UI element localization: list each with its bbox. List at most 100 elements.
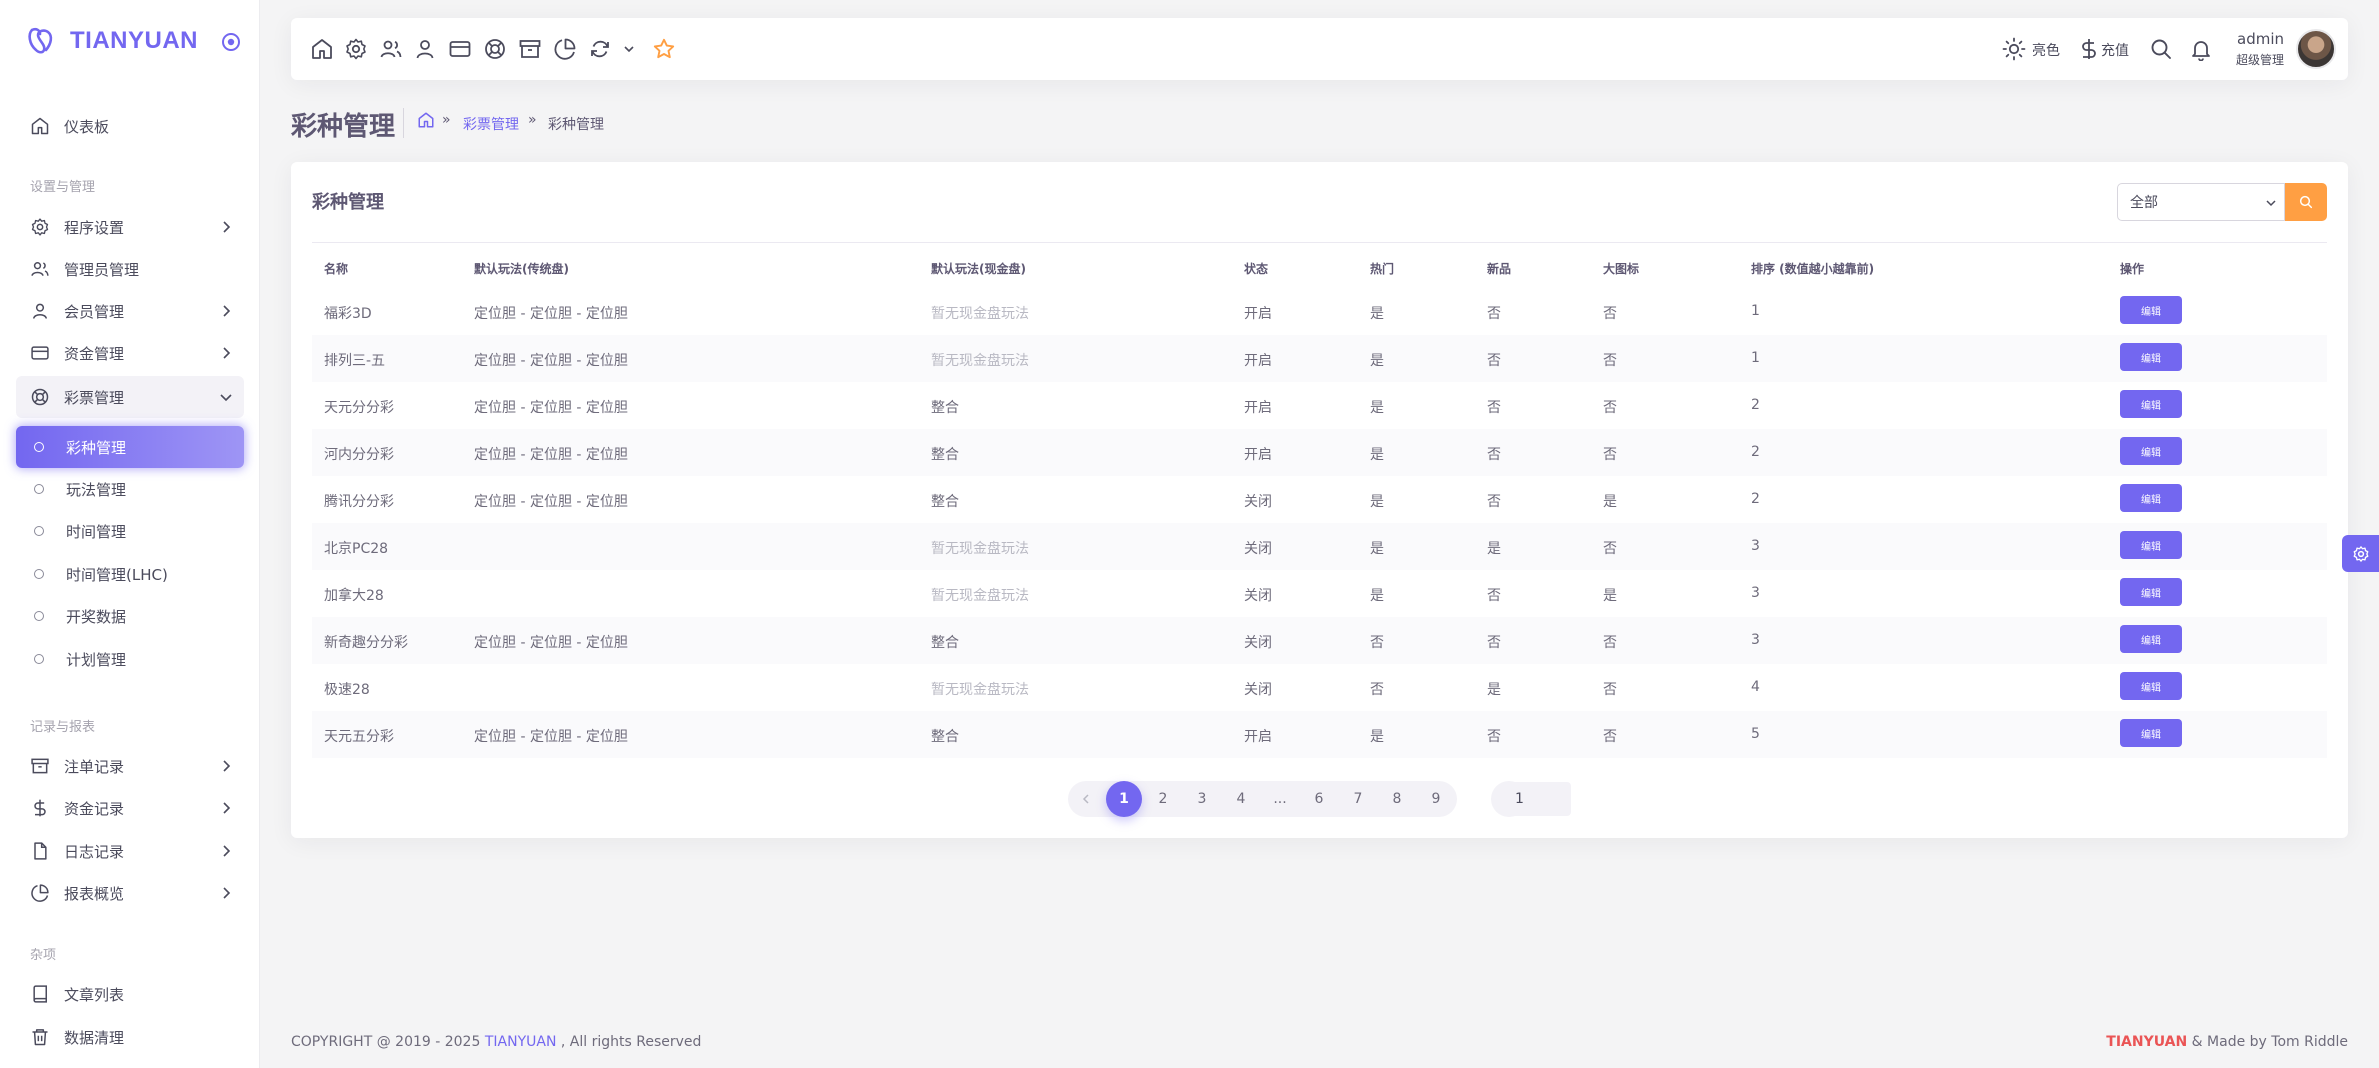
edit-button[interactable]: 编辑 [2120,672,2182,700]
sidebar-item-finance-management[interactable]: 资金管理 [16,332,244,374]
archive-icon[interactable] [518,37,542,61]
sidebar-subitem-time-management-lhc[interactable]: 时间管理(LHC) [16,553,244,595]
home-icon[interactable] [310,37,334,61]
bell-icon[interactable] [2189,37,2213,61]
pagination-page[interactable]: 4 [1236,791,1246,807]
search-button[interactable] [2285,183,2327,221]
star-icon[interactable] [652,37,676,61]
pagination-page[interactable]: 9 [1431,791,1441,807]
cell-new: 否 [1487,306,1501,322]
cell-status: 关闭 [1244,635,1272,651]
cell-cash-play: 整合 [931,447,959,463]
dollar-icon[interactable] [2077,37,2101,61]
sidebar-item-label: 报表概览 [64,884,125,903]
users-icon[interactable] [379,37,403,61]
pagination-page[interactable]: 8 [1392,791,1402,807]
sun-icon[interactable] [2002,37,2026,61]
sidebar-item-label: 日志记录 [64,842,125,861]
sidebar-item-article-list[interactable]: 文章列表 [16,973,244,1015]
search-icon[interactable] [2149,37,2173,61]
pie-chart-icon[interactable] [553,37,577,61]
avatar[interactable] [2296,29,2336,69]
cell-sort: 2 [1751,444,1760,460]
edit-button[interactable]: 编辑 [2120,296,2182,324]
sidebar-item-dashboard[interactable]: 仪表板 [16,105,244,147]
sidebar-subitem-time-management[interactable]: 时间管理 [16,510,244,552]
page-jump-input[interactable] [1505,782,1571,816]
brand[interactable]: TIANYUAN [26,24,246,58]
sidebar-item-admin-management[interactable]: 管理员管理 [16,248,244,290]
edit-button[interactable]: 编辑 [2120,625,2182,653]
lifebuoy-icon[interactable] [483,37,507,61]
sidebar-item-program-settings[interactable]: 程序设置 [16,206,244,248]
cell-name: 排列三-五 [324,353,386,369]
sidebar-item-report-overview[interactable]: 报表概览 [16,872,244,914]
sidebar-item-log-records[interactable]: 日志记录 [16,830,244,872]
chevron-right-icon [223,887,231,899]
chevron-left-icon [1082,794,1089,804]
user-icon[interactable] [413,37,437,61]
filter-select[interactable]: 全部 [2117,183,2285,221]
pagination-page[interactable]: 1 [1106,781,1142,817]
sidebar-subitem-play-management[interactable]: 玩法管理 [16,468,244,510]
column-header[interactable]: 状态 [1244,262,1269,276]
sidebar-item-member-management[interactable]: 会员管理 [16,290,244,332]
cell-status: 关闭 [1244,541,1272,557]
sidebar-item-label: 数据清理 [64,1028,125,1047]
edit-button[interactable]: 编辑 [2120,719,2182,747]
cell-traditional-play: 定位胆 - 定位胆 - 定位胆 [474,635,628,651]
pagination-page[interactable]: 6 [1314,791,1324,807]
column-header[interactable]: 排序 (数值越小越靠前) [1751,262,1875,276]
credit-card-icon[interactable] [448,37,472,61]
sidebar-item-label: 资金管理 [64,344,125,363]
column-header[interactable]: 默认玩法(传统盘) [474,262,569,276]
sidebar-item-lottery-management[interactable]: 彩票管理 [16,376,244,418]
column-header[interactable]: 热门 [1370,262,1395,276]
refresh-icon[interactable] [588,37,612,61]
circle-icon [34,484,44,494]
pagination-page[interactable]: 7 [1353,791,1363,807]
recharge-label[interactable]: 充值 [2101,43,2129,59]
table-row: 天元分分彩 定位胆 - 定位胆 - 定位胆 整合 开启 是 否 否 2 编辑 [312,382,2327,429]
cell-hot: 是 [1370,447,1384,463]
edit-button[interactable]: 编辑 [2120,437,2182,465]
page-title: 彩种管理 [291,112,396,142]
sidebar-item-data-cleanup[interactable]: 数据清理 [16,1016,244,1058]
edit-button[interactable]: 编辑 [2120,578,2182,606]
edit-button[interactable]: 编辑 [2120,343,2182,371]
sidebar-subitem-lottery-types[interactable]: 彩种管理 [16,426,244,468]
cell-status: 开启 [1244,353,1272,369]
edit-button[interactable]: 编辑 [2120,531,2182,559]
cell-hot: 是 [1370,353,1384,369]
table-row: 天元五分彩 定位胆 - 定位胆 - 定位胆 整合 开启 是 否 否 5 编辑 [312,711,2327,758]
column-header[interactable]: 默认玩法(现金盘) [931,262,1026,276]
copyright-suffix: , All rights Reserved [560,1034,702,1050]
sidebar-subitem-draw-data[interactable]: 开奖数据 [16,595,244,637]
home-icon [31,117,49,135]
cell-name: 极速28 [324,682,370,698]
theme-toggle-label[interactable]: 亮色 [2032,43,2060,59]
chevron-down-icon[interactable] [621,37,637,61]
sidebar-item-finance-records[interactable]: 资金记录 [16,787,244,829]
column-header[interactable]: 名称 [324,262,349,276]
cell-name: 加拿大28 [324,588,384,604]
edit-button[interactable]: 编辑 [2120,484,2182,512]
column-header[interactable]: 大图标 [1603,262,1640,276]
user-name[interactable]: admin [2237,30,2284,48]
credit-brand: TIANYUAN [2106,1034,2188,1050]
sidebar-item-bet-records[interactable]: 注单记录 [16,745,244,787]
copyright-brand-link[interactable]: TIANYUAN [484,1034,557,1050]
pagination-page[interactable]: 2 [1158,791,1168,807]
pagination-prev-button[interactable] [1068,781,1104,817]
sidebar-item-label: 时间管理 [66,522,127,541]
breadcrumb-separator: » [442,112,451,128]
settings-icon[interactable] [344,37,368,61]
sidebar-subitem-plan-management[interactable]: 计划管理 [16,638,244,680]
pagination-page[interactable]: 3 [1197,791,1207,807]
edit-button[interactable]: 编辑 [2120,390,2182,418]
sidebar-toggle-icon[interactable] [220,31,242,53]
breadcrumb-parent-link[interactable]: 彩票管理 [463,117,519,133]
customizer-toggle[interactable] [2342,535,2379,572]
column-header[interactable]: 新品 [1487,262,1512,276]
breadcrumb-home-icon[interactable] [417,111,435,129]
